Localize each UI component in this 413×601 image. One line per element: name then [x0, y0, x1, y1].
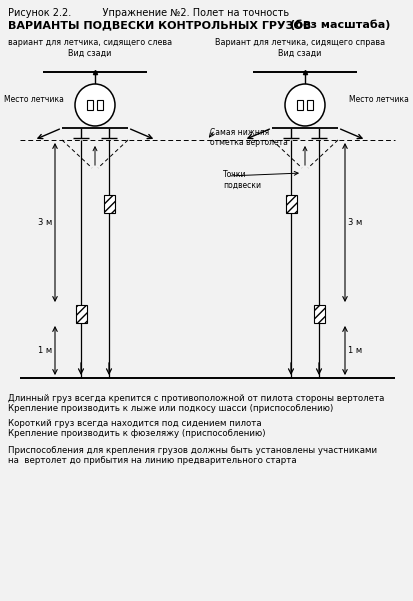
Text: 1 м: 1 м	[38, 346, 52, 355]
Text: Крепление производить к фюзеляжу (приспособлению): Крепление производить к фюзеляжу (приспо…	[8, 429, 266, 438]
Ellipse shape	[75, 84, 115, 126]
Bar	[307, 100, 313, 110]
Text: 1 м: 1 м	[348, 346, 362, 355]
Bar	[314, 305, 325, 323]
Text: (без масштаба): (без масштаба)	[290, 20, 390, 31]
Text: Рисунок 2.2.          Упражнение №2. Полет на точность: Рисунок 2.2. Упражнение №2. Полет на точ…	[8, 8, 289, 18]
Text: Приспособления для крепления грузов должны быть установлены участниками: Приспособления для крепления грузов долж…	[8, 446, 377, 455]
Text: Точки
подвески: Точки подвески	[223, 170, 261, 189]
Text: ВАРИАНТЫ ПОДВЕСКИ КОНТРОЛЬНЫХ ГРУЗОВ: ВАРИАНТЫ ПОДВЕСКИ КОНТРОЛЬНЫХ ГРУЗОВ	[8, 20, 311, 30]
Bar	[297, 100, 303, 110]
Text: Длинный груз всегда крепится с противоположной от пилота стороны вертолета: Длинный груз всегда крепится с противопо…	[8, 394, 385, 403]
Text: Вариант для летчика, сидящего справа
Вид сзади: Вариант для летчика, сидящего справа Вид…	[215, 38, 385, 58]
Bar	[76, 305, 87, 323]
Ellipse shape	[285, 84, 325, 126]
Text: Место летчика: Место летчика	[349, 96, 409, 105]
Text: вариант для летчика, сидящего слева
Вид сзади: вариант для летчика, сидящего слева Вид …	[8, 38, 172, 58]
Text: Место летчика: Место летчика	[4, 96, 64, 105]
Bar	[104, 195, 115, 213]
Bar	[97, 100, 103, 110]
Bar	[87, 100, 93, 110]
Text: 3 м: 3 м	[348, 218, 362, 227]
Text: Крепление производить к лыже или подкосу шасси (приспособлению): Крепление производить к лыже или подкосу…	[8, 404, 333, 413]
Text: 3 м: 3 м	[38, 218, 52, 227]
Bar	[286, 195, 297, 213]
Text: Самая нижняя
отметка вертолета: Самая нижняя отметка вертолета	[210, 128, 288, 147]
Text: Короткий груз всегда находится под сидением пилота: Короткий груз всегда находится под сиден…	[8, 419, 261, 428]
Text: на  вертолет до прибытия на линию предварительного старта: на вертолет до прибытия на линию предвар…	[8, 456, 297, 465]
